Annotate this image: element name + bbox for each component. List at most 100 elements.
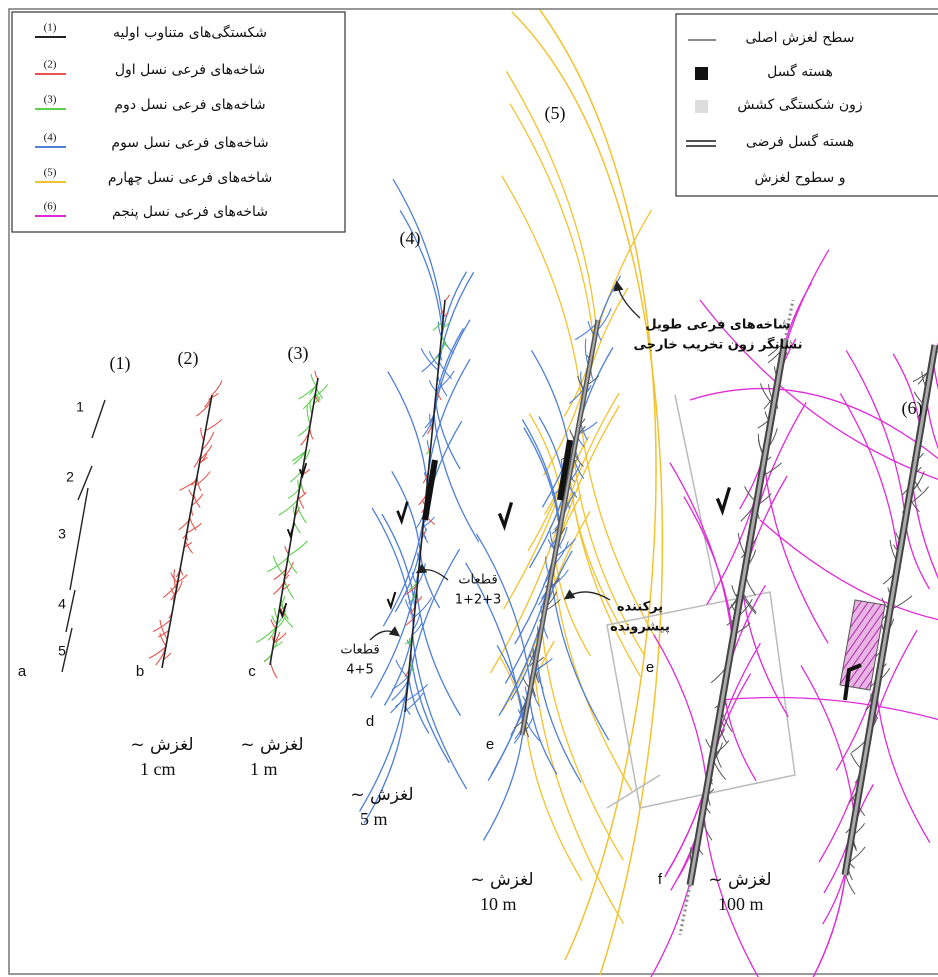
annotation: شاخه‌های فرعی طویل: [645, 318, 790, 333]
splay: [270, 661, 278, 679]
splay: [179, 479, 197, 491]
main-fault: [65, 589, 76, 633]
main-fault: [69, 487, 89, 591]
splay: [287, 540, 308, 557]
branch: [579, 416, 663, 650]
inset-box: [606, 394, 796, 809]
branch: [818, 705, 875, 863]
splay: [256, 626, 277, 643]
legend-label: سطح لغزش اصلی: [745, 30, 854, 46]
slip-label: لغزش ~: [240, 735, 303, 755]
splay: [413, 597, 433, 618]
slip-sense: [396, 501, 409, 526]
legend-label: هسته گسل فرضی: [746, 133, 854, 150]
main-fault: [61, 627, 73, 673]
splay: [306, 405, 311, 425]
annotation-arrow: [613, 280, 641, 319]
annotation-arrow: [563, 589, 611, 601]
branch: [572, 453, 645, 656]
segment-number: 2: [66, 469, 74, 485]
splay: [391, 675, 409, 691]
segment-number: 5: [58, 643, 66, 659]
splay: [201, 431, 215, 451]
dotted-extension: [783, 299, 795, 341]
panel-letter: b: [136, 663, 144, 680]
splay: [444, 294, 450, 302]
branch: [568, 475, 626, 636]
splay: [405, 683, 428, 702]
splay: [173, 569, 177, 591]
branch: [371, 507, 415, 626]
branch: [482, 725, 525, 841]
stage-number: (2): [178, 348, 199, 369]
legend-label: شکستگی‌های متناوب اولیه: [113, 24, 267, 41]
slip-value: 10 m: [480, 894, 517, 914]
splay: [296, 503, 307, 524]
stage-number: (3): [288, 343, 309, 364]
stage-number: (4): [400, 228, 421, 249]
branch: [683, 496, 734, 638]
branch: [669, 462, 734, 642]
slip-value: 1 cm: [140, 759, 176, 779]
annotation: پرکننده: [617, 600, 663, 615]
splay: [188, 489, 194, 497]
slip-value: 5 m: [360, 809, 388, 829]
stage-number: (6): [902, 398, 923, 419]
legend-label: شاخه‌های فرعی نسل اول: [115, 62, 265, 78]
branch: [392, 178, 444, 322]
branch: [932, 357, 938, 391]
annotation-arrow: [415, 563, 449, 581]
branch: [892, 353, 921, 432]
branch: [699, 299, 938, 480]
fault-core: [557, 439, 573, 501]
branch: [689, 387, 938, 460]
splay: [211, 380, 223, 396]
main-fault: [77, 465, 93, 501]
slip-label: لغزش ~: [708, 870, 771, 890]
annotation: 1+2+3: [455, 593, 502, 608]
branch: [550, 575, 610, 741]
branch: [505, 71, 598, 329]
legend-label: شاخه‌های فرعی نسل سوم: [111, 135, 268, 151]
branch: [904, 519, 931, 590]
branch: [391, 470, 422, 554]
legend-label: و سطوح لغزش: [755, 170, 846, 186]
annotation: پیشرونده: [610, 620, 670, 635]
splay: [148, 646, 167, 659]
splay: [428, 351, 440, 367]
branch: [812, 867, 847, 977]
splay: [177, 574, 188, 583]
splay: [272, 641, 283, 649]
splay: [293, 521, 301, 534]
splay: [199, 444, 213, 460]
legend-label: زون شکستگی کشش: [737, 96, 862, 113]
splay: [205, 418, 223, 432]
splay: [428, 380, 437, 392]
branch: [702, 673, 752, 809]
legend-swatch: [695, 100, 708, 113]
splay: [284, 561, 294, 578]
slip-value: 100 m: [718, 894, 764, 914]
branch: [723, 689, 757, 782]
branch: [925, 396, 938, 450]
dotted-extension: [678, 884, 692, 936]
branch: [719, 696, 938, 721]
annotation: قطعات: [458, 573, 497, 588]
stage-number: (1): [110, 353, 131, 374]
branch: [465, 562, 524, 728]
slip-sense: [843, 663, 862, 701]
branch: [509, 103, 595, 344]
main-fault: [161, 394, 213, 669]
slip-sense: [386, 591, 397, 611]
splay: [275, 616, 286, 630]
splay: [272, 555, 286, 577]
branch: [434, 398, 461, 470]
panel-letter: a: [18, 663, 27, 680]
panel-letter: e: [486, 736, 494, 753]
slip-label: لغزش ~: [130, 735, 193, 755]
branch: [741, 402, 807, 586]
splay: [438, 361, 453, 380]
branch: [653, 634, 708, 788]
branch: [433, 413, 480, 543]
